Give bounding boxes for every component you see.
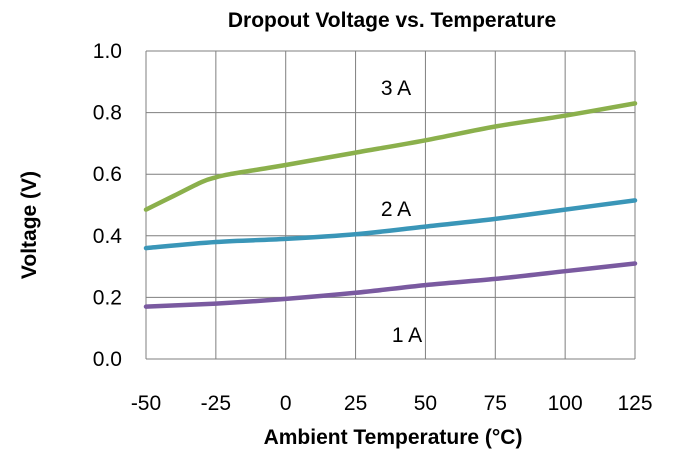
x-axis-ticks: -50 -25 0 25 50 75 100 125 (131, 392, 653, 415)
series-lines (143, 101, 638, 309)
y-tick-label: 0.0 (93, 348, 122, 371)
x-tick-label: 100 (548, 392, 583, 415)
series-label: 3 A (381, 77, 411, 100)
chart-title: Dropout Voltage vs. Temperature (228, 9, 556, 32)
series-line (143, 261, 638, 309)
x-tick-label: 50 (414, 392, 437, 415)
y-tick-label: 0.8 (93, 102, 122, 125)
x-axis-title: Ambient Temperature (°C) (264, 426, 523, 449)
y-axis-title: Voltage (V) (18, 171, 41, 279)
series-labels: 1 A 2 A 3 A (381, 77, 422, 347)
series-line (143, 198, 638, 251)
grid (145, 50, 636, 360)
x-tick-label: 75 (484, 392, 507, 415)
x-tick-label: 25 (344, 392, 367, 415)
x-tick-label: -50 (131, 392, 161, 415)
y-axis-ticks: 0.0 0.2 0.4 0.6 0.8 1.0 (93, 40, 123, 371)
y-tick-label: 1.0 (93, 40, 122, 63)
y-tick-label: 0.4 (93, 225, 123, 248)
series-line (143, 101, 638, 212)
x-tick-label: 125 (617, 392, 652, 415)
series-label: 1 A (392, 324, 422, 347)
y-tick-label: 0.6 (93, 163, 122, 186)
x-tick-label: -25 (201, 392, 231, 415)
x-tick-label: 0 (280, 392, 292, 415)
series-label: 2 A (381, 198, 411, 221)
y-tick-label: 0.2 (93, 286, 122, 309)
